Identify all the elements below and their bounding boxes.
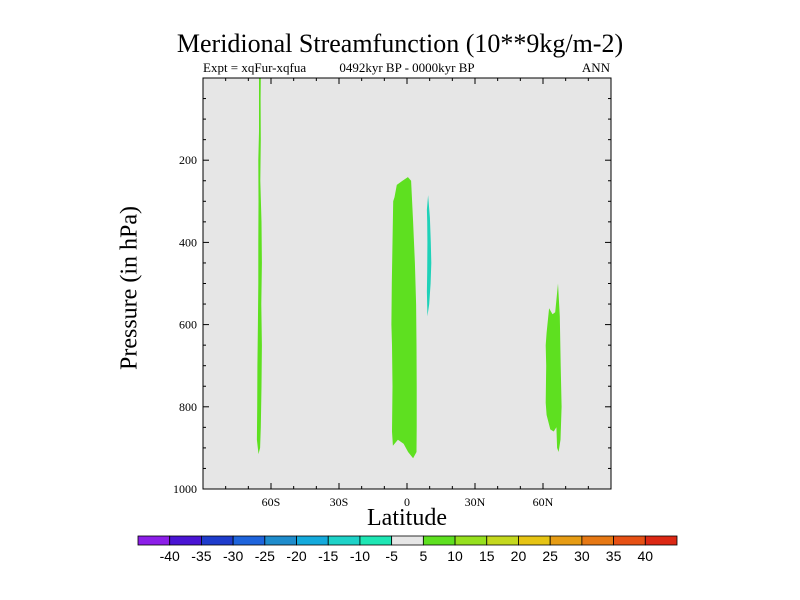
contour-region-cell-10n bbox=[426, 195, 432, 317]
contour-region-cell-equator bbox=[391, 177, 417, 459]
colorbar-swatch bbox=[201, 535, 234, 546]
colorbar-label: 25 bbox=[542, 548, 558, 564]
season-label: ANN bbox=[581, 60, 610, 75]
contour-region-cell-60s bbox=[256, 78, 262, 455]
colorbar-label: 15 bbox=[479, 548, 495, 564]
y-tick-label: 1000 bbox=[173, 482, 197, 496]
colorbar-swatch bbox=[422, 535, 456, 546]
colorbar-label: 10 bbox=[447, 548, 463, 564]
colorbar-swatch bbox=[549, 535, 583, 546]
colorbar-label: -10 bbox=[350, 548, 370, 564]
colorbar-label: -30 bbox=[223, 548, 243, 564]
colorbar-label: 35 bbox=[606, 548, 622, 564]
colorbar-swatch bbox=[264, 535, 297, 546]
colorbar-label: -40 bbox=[160, 548, 180, 564]
colorbar-swatch bbox=[359, 535, 393, 546]
colorbar-swatch bbox=[486, 535, 519, 546]
x-tick-label: 0 bbox=[404, 495, 410, 509]
y-tick-label: 400 bbox=[179, 235, 197, 249]
colorbar-swatch bbox=[232, 535, 266, 546]
y-tick-label: 200 bbox=[179, 153, 197, 167]
colorbar-swatch bbox=[613, 535, 646, 546]
y-tick-label: 800 bbox=[179, 400, 197, 414]
colorbar-label: 40 bbox=[638, 548, 654, 564]
colorbar-label: 30 bbox=[574, 548, 590, 564]
colorbar-swatch bbox=[454, 535, 488, 546]
colorbar-label: -5 bbox=[385, 548, 398, 564]
colorbar-swatch bbox=[327, 535, 361, 546]
colorbar-swatch bbox=[518, 535, 551, 546]
colorbar-swatch bbox=[137, 535, 171, 546]
colorbar-label: -20 bbox=[286, 548, 306, 564]
x-tick-label: 60S bbox=[262, 495, 281, 509]
colorbar-label: -15 bbox=[318, 548, 338, 564]
colorbar-swatch bbox=[169, 535, 202, 546]
chart-title: Meridional Streamfunction (10**9kg/m-2) bbox=[176, 29, 624, 58]
colorbar-label: -25 bbox=[255, 548, 275, 564]
y-tick-label: 600 bbox=[179, 318, 197, 332]
colorbar-label: 20 bbox=[511, 548, 527, 564]
experiment-label: Expt = xqFur-xqfua bbox=[203, 60, 307, 75]
period-label: 0492kyr BP - 0000kyr BP bbox=[339, 60, 475, 75]
contour-region-cell-65n bbox=[545, 283, 562, 452]
x-tick-label: 30S bbox=[330, 495, 349, 509]
colorbar-label: -35 bbox=[191, 548, 211, 564]
x-axis-label: Latitude bbox=[367, 505, 447, 531]
x-tick-label: 60N bbox=[533, 495, 554, 509]
colorbar-swatch bbox=[581, 535, 614, 546]
colorbar-label: 5 bbox=[419, 548, 427, 564]
colorbar-swatch bbox=[644, 535, 678, 546]
x-tick-label: 30N bbox=[465, 495, 486, 509]
colorbar-swatch bbox=[296, 535, 329, 546]
colorbar-swatch bbox=[391, 535, 424, 546]
